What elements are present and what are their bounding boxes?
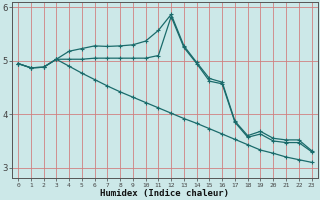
X-axis label: Humidex (Indice chaleur): Humidex (Indice chaleur) xyxy=(100,189,229,198)
